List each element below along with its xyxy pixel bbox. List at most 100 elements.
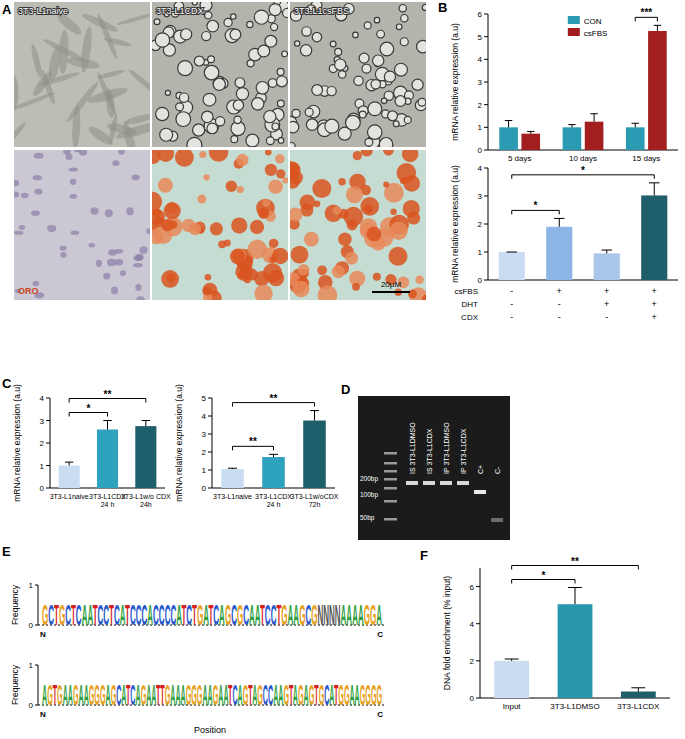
lipid-droplet — [208, 56, 215, 63]
significance-label: *** — [640, 7, 652, 18]
logo-y-tick — [35, 665, 38, 666]
oro-droplet — [231, 217, 247, 233]
x-tick-label: 10 days — [569, 154, 597, 163]
nucleus — [21, 193, 28, 198]
bar-chart: 012345mRNA relative expression (a.u)3T3-… — [174, 384, 339, 508]
image-bg — [14, 2, 150, 147]
y-tick — [46, 488, 50, 489]
lipid-droplet — [312, 85, 323, 96]
y-tick — [484, 36, 488, 37]
lipid-droplet — [290, 121, 299, 133]
condition-name: csFBS — [454, 287, 478, 296]
image-label: 3T3-L1naive — [18, 6, 68, 16]
lipid-droplet — [207, 20, 219, 32]
error-cap — [142, 420, 150, 421]
error-cap — [568, 587, 582, 588]
cell — [66, 56, 100, 71]
lipid-droplet — [203, 93, 216, 106]
nucleus — [90, 207, 98, 215]
nucleus — [60, 246, 67, 251]
error-cap — [269, 454, 278, 455]
oro-droplet — [325, 205, 342, 222]
gel-band — [491, 518, 503, 522]
lipid-droplet — [396, 24, 402, 30]
lipid-droplet — [176, 103, 184, 111]
bar — [558, 604, 593, 698]
sequence-logo: AGTGAAGAAGGGAGCATCAGAATTGAAAGGGAAGAATCAG… — [42, 678, 382, 711]
y-tick-label: 0 — [470, 694, 475, 703]
error-stem — [606, 250, 607, 253]
lipid-droplet — [156, 107, 169, 120]
y-tick-label: 5 — [202, 394, 207, 403]
bar — [262, 457, 285, 488]
error-bar — [103, 421, 111, 430]
lipid-droplet — [330, 41, 336, 47]
lipid-droplet — [422, 4, 426, 10]
ladder-band — [384, 518, 397, 521]
lipid-droplet — [277, 100, 284, 107]
oro-droplet — [353, 151, 362, 160]
micrograph — [152, 150, 288, 300]
oro-droplet — [265, 164, 277, 176]
nucleus — [14, 191, 19, 197]
lipid-droplet — [401, 14, 408, 21]
lipid-droplet — [187, 137, 202, 147]
y-tick — [484, 82, 488, 83]
lipid-droplet — [379, 138, 392, 147]
oro-droplet — [402, 150, 418, 162]
oro-droplet — [364, 205, 373, 214]
x-tick-label: 3T3-L1w/o CDX24h — [121, 493, 171, 508]
oro-droplet — [314, 200, 321, 207]
nucleus — [60, 252, 66, 258]
logo-x-label: Position — [194, 725, 226, 735]
panel-letter: F — [420, 548, 428, 563]
scale-bar — [372, 291, 410, 293]
bar — [594, 253, 620, 280]
nucleus — [139, 246, 147, 253]
oro-droplet — [205, 274, 212, 281]
lipid-droplet — [377, 30, 385, 38]
nucleus — [31, 211, 40, 216]
bar — [499, 252, 525, 280]
label-line: 24 h — [267, 501, 281, 508]
lipid-droplet — [179, 93, 188, 102]
lipid-droplet — [388, 111, 398, 121]
error-bar — [654, 25, 661, 31]
lipid-droplet — [256, 82, 269, 95]
lipid-droplet — [283, 8, 288, 17]
lipid-droplet — [395, 96, 406, 107]
y-tick — [476, 623, 480, 624]
error-stem — [657, 25, 658, 31]
y-tick — [484, 150, 488, 151]
lipid-droplet — [302, 27, 311, 36]
lipid-droplet — [264, 111, 276, 123]
lipid-droplet — [276, 76, 287, 87]
nucleus — [135, 254, 143, 261]
lipid-droplet — [404, 116, 411, 123]
y-tick-label: 3 — [478, 192, 483, 201]
y-tick-label: 2 — [470, 657, 475, 666]
significance-label: ** — [249, 436, 257, 447]
oro-droplet — [263, 199, 271, 207]
lipid-droplet — [305, 108, 313, 116]
lane-label: C- — [494, 466, 501, 474]
significance-label: ** — [104, 389, 112, 400]
condition-value: + — [604, 286, 609, 296]
lipid-droplet — [394, 63, 407, 76]
lipid-droplet — [234, 116, 241, 123]
error-stem — [314, 411, 315, 421]
logo-y-tick-label: 0 — [29, 701, 34, 710]
y-tick — [484, 280, 488, 281]
oro-droplet — [275, 154, 284, 163]
error-stem — [107, 421, 108, 430]
condition-value: - — [558, 299, 561, 309]
lipid-droplet — [353, 32, 359, 38]
lane-label: C+ — [477, 465, 484, 474]
lipid-droplet — [213, 78, 225, 90]
y-tick-label: 2 — [40, 439, 45, 448]
oro-droplet — [415, 275, 424, 284]
logo-y-tick-label: 0 — [29, 621, 34, 630]
y-tick-label: 3 — [202, 430, 207, 439]
nucleus — [14, 180, 19, 187]
cell — [116, 12, 150, 27]
